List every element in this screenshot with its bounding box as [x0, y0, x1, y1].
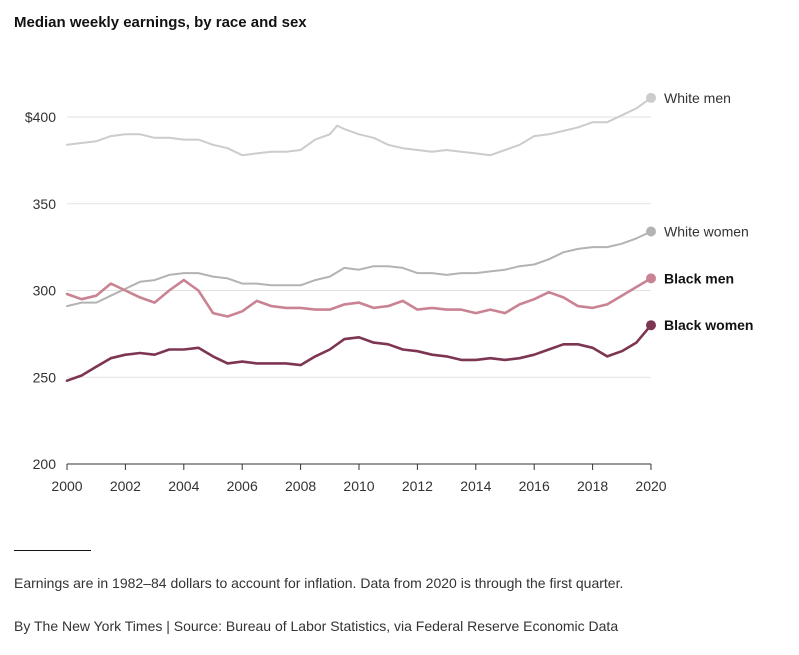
line-chart: 200 250 300 350 $400 2000 2002 2004 2006 2008 2010… — [25, 90, 754, 494]
y-tick-label: $400 — [25, 109, 56, 125]
y-tick-label: 200 — [33, 456, 57, 472]
x-tick-label: 2016 — [519, 478, 550, 494]
x-tick-label: 2008 — [285, 478, 316, 494]
series-label-white-men: White men — [664, 90, 731, 106]
series-endpoint-white-men — [646, 92, 656, 103]
series-line-black-women — [65, 323, 653, 383]
x-tick-label: 2000 — [51, 478, 82, 494]
x-tick-label: 2014 — [460, 478, 491, 494]
x-tick-label: 2020 — [635, 478, 666, 494]
x-tick-label: 2006 — [227, 478, 258, 494]
x-tick-label: 2004 — [168, 478, 199, 494]
x-tick-label: 2002 — [110, 478, 141, 494]
series-line-white-women — [66, 230, 652, 308]
chart-title: Median weekly earnings, by race and sex — [14, 14, 307, 31]
y-tick-label: 250 — [33, 369, 57, 385]
series-endpoint-black-women — [646, 320, 656, 331]
series-label-black-men: Black men — [664, 270, 734, 286]
series-endpoint-black-men — [646, 273, 656, 284]
y-tick-label: 300 — [33, 283, 57, 299]
y-tick-label: 350 — [33, 196, 57, 212]
chart-note: Earnings are in 1982–84 dollars to accou… — [14, 575, 624, 591]
x-tick-label: 2010 — [343, 478, 374, 494]
series-label-white-women: White women — [664, 224, 749, 240]
x-tick-label: 2018 — [577, 478, 608, 494]
series-line-white-men — [66, 96, 652, 157]
footer-divider — [14, 550, 91, 551]
series-endpoint-white-women — [646, 226, 656, 237]
x-tick-label: 2012 — [402, 478, 433, 494]
series-line-black-men — [65, 277, 653, 318]
chart-credit: By The New York Times | Source: Bureau o… — [14, 618, 619, 634]
series-label-black-women: Black women — [664, 317, 753, 333]
